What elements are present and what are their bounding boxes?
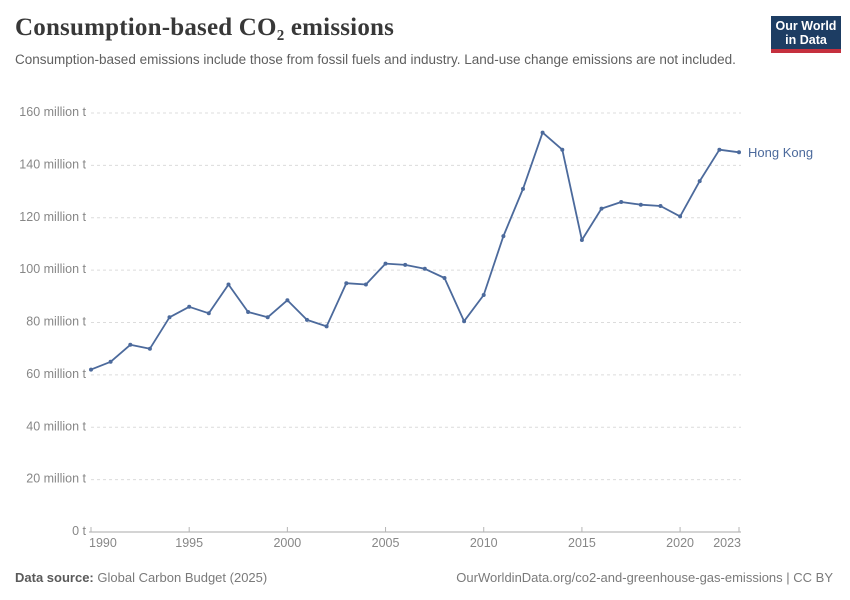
data-point [521, 186, 525, 191]
y-tick-label: 120 million t [19, 210, 86, 224]
data-point [383, 261, 388, 266]
data-source-label: Data source: [15, 570, 94, 585]
y-tick-label: 60 million t [26, 367, 86, 381]
y-tick-label: 160 million t [19, 105, 86, 119]
data-point [363, 282, 368, 287]
data-point [638, 202, 643, 207]
data-point [501, 234, 506, 239]
y-tick-label: 100 million t [19, 262, 86, 276]
data-point [128, 342, 133, 347]
data-point [403, 262, 408, 267]
x-axis-ticks [90, 527, 740, 532]
data-point [206, 311, 211, 316]
data-point [265, 315, 270, 320]
data-point [599, 206, 604, 211]
y-tick-label: 140 million t [19, 157, 86, 171]
owid-logo[interactable]: Our World in Data [771, 16, 841, 53]
y-gridlines [89, 112, 741, 533]
data-source: Data source: Global Carbon Budget (2025) [15, 570, 267, 585]
data-point [89, 367, 93, 372]
data-point [246, 310, 251, 314]
y-tick-label: 0 t [72, 524, 86, 538]
data-point [108, 359, 113, 364]
data-point [324, 324, 329, 329]
data-point [462, 319, 467, 324]
data-point [737, 150, 741, 155]
data-point [285, 298, 290, 303]
data-point [344, 281, 349, 286]
data-point [147, 346, 152, 351]
data-point [442, 276, 447, 280]
chart-footer: Data source: Global Carbon Budget (2025)… [15, 570, 833, 585]
data-point [579, 238, 584, 242]
owid-logo-line2: in Data [785, 33, 827, 47]
x-tick-label: 1990 [89, 536, 117, 550]
data-point [540, 130, 545, 135]
x-tick-label: 2005 [372, 536, 400, 550]
data-point [167, 315, 172, 320]
x-tick-label: 1995 [175, 536, 203, 550]
data-point [717, 147, 722, 152]
y-tick-label: 80 million t [26, 315, 86, 329]
page-subtitle: Consumption-based emissions include thos… [15, 52, 736, 67]
data-source-text: Global Carbon Budget (2025) [97, 570, 268, 585]
data-point [481, 293, 486, 297]
license-link[interactable]: OurWorldinData.org/co2-and-greenhouse-ga… [456, 570, 833, 585]
data-point [619, 200, 624, 204]
x-tick-label: 2000 [273, 536, 301, 550]
data-point [697, 179, 702, 184]
x-axis-labels: 1990 1995 2000 2005 2010 2015 2020 2023 [89, 536, 741, 550]
data-point [187, 304, 192, 309]
x-tick-label: 2015 [568, 536, 596, 550]
x-tick-label: 2023 [713, 536, 741, 550]
data-point [560, 147, 565, 152]
y-tick-label: 20 million t [26, 472, 86, 486]
y-tick-label: 40 million t [26, 419, 86, 433]
data-point [658, 204, 663, 208]
series-end-label[interactable]: Hong Kong [748, 145, 813, 160]
y-axis-labels: 0 t 20 million t 40 million t 60 million t 8… [19, 105, 86, 538]
page-title: Consumption-based CO₂ emissions [15, 14, 395, 41]
data-point [678, 214, 683, 219]
owid-logo-line1: Our World [775, 19, 837, 33]
data-point [305, 317, 309, 322]
data-point [422, 266, 427, 271]
series-line-hong-kong [90, 131, 740, 371]
series-points [89, 130, 741, 372]
x-tick-label: 2010 [470, 536, 498, 550]
x-tick-label: 2020 [666, 536, 694, 550]
data-point [226, 282, 231, 287]
